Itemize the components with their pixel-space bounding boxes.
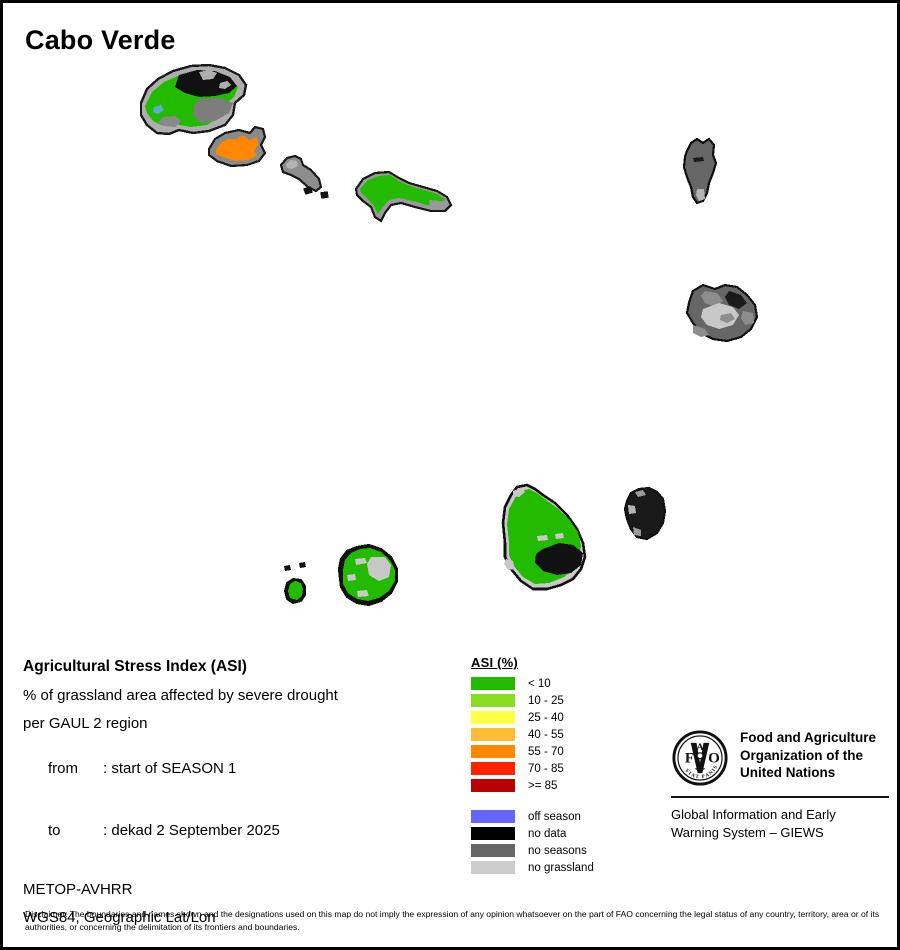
island-santa-luzia [279,154,323,193]
islet-raso [320,191,329,199]
legend-label: no grassland [528,861,594,874]
svg-text:A: A [697,742,705,753]
from-value: : start of SEASON 1 [103,760,237,777]
to-label: to [48,822,61,839]
fao-branding: F A O FIAT PANIS Food and Agriculture Or… [671,729,891,841]
legend-swatch [471,728,515,741]
from-label: from [48,760,79,777]
legend-swatch [471,861,515,874]
legend-label: off season [528,810,581,823]
legend-item: < 10 [471,675,671,692]
island-boa-vista [685,283,759,343]
island-sal [682,137,718,205]
fao-emblem-icon: F A O FIAT PANIS [671,729,729,787]
legend-class-list: < 10 10 - 25 25 - 40 40 - 55 55 - 70 70 - 85 >… [471,675,671,794]
legend-label: 70 - 85 [528,762,564,775]
island-santo-antao [139,63,248,136]
disclaimer: Disclaimer: The boundaries and names sho… [25,909,880,933]
fao-name-line1: Food and Agriculture [740,730,876,745]
legend-special-list: off season no data no seasons no grassland [471,808,671,876]
legend-swatch [471,762,515,775]
legend-title: ASI (%) [471,655,518,670]
to-value: : dekad 2 September 2025 [103,822,280,839]
legend-label: no data [528,827,567,840]
legend-swatch [471,677,515,690]
legend-item: 10 - 25 [471,692,671,709]
fao-organization-name: Food and Agriculture Organization of the… [740,729,876,782]
legend-label: 10 - 25 [528,694,564,707]
island-sao-vicente [207,125,267,168]
info-projection: WGS84, Geographic Lat/Lon [23,909,216,926]
fao-name-line2: Organization of the [740,747,863,763]
legend-label: 55 - 70 [528,745,564,758]
info-period-to: to : dekad 2 September 2025 [23,805,453,856]
info-heading: Agricultural Stress Index (ASI) [23,658,247,675]
legend-item: 40 - 55 [471,726,671,743]
legend-swatch [471,745,515,758]
island-maio [623,486,667,541]
info-spacer [23,867,453,881]
legend-label: 40 - 55 [528,728,564,741]
svg-text:F: F [685,751,694,767]
legend-item: off season [471,808,671,825]
info-period-from: from : start of SEASON 1 [23,743,453,794]
legend-swatch [471,779,515,792]
legend-item: 55 - 70 [471,743,671,760]
legend-gap [471,794,671,808]
legend-label: 25 - 40 [528,711,564,724]
island-brava [283,577,306,605]
giews-line1: Global Information and Early [671,807,836,822]
islet-luis-carneiro [299,562,306,568]
legend-label: < 10 [528,677,551,690]
legend-item: 25 - 40 [471,709,671,726]
fao-divider [671,796,889,798]
legend-swatch [471,711,515,724]
legend-label: no seasons [528,844,587,857]
legend-item: >= 85 [471,777,671,794]
legend-item: 70 - 85 [471,760,671,777]
legend: ASI (%) < 10 10 - 25 25 - 40 40 - 55 55 - 70… [471,655,671,876]
legend-label: >= 85 [528,779,558,792]
islet-branco [303,186,313,195]
giews-line2: Warning System – GIEWS [671,824,824,840]
island-fogo [337,543,399,607]
legend-swatch [471,694,515,707]
fao-logo-row: F A O FIAT PANIS Food and Agriculture Or… [671,729,891,787]
legend-item: no seasons [471,842,671,859]
legend-item: no grassland [471,859,671,876]
islet-cima [284,565,291,571]
page-title: Cabo Verde [25,25,176,55]
svg-text:O: O [708,751,720,767]
legend-item: no data [471,825,671,842]
info-subtitle-line2: per GAUL 2 region [23,715,148,732]
island-sao-nicolau [354,170,453,223]
legend-swatch [471,810,515,823]
legend-swatch [471,827,515,840]
info-subtitle-line1: % of grassland area affected by severe d… [23,687,338,704]
legend-swatch [471,844,515,857]
giews-name: Global Information and Early Warning Sys… [671,806,891,841]
info-sensor: METOP-AVHRR [23,881,133,898]
island-santiago [501,483,587,591]
map-canvas [3,3,897,643]
map-info-block: Agricultural Stress Index (ASI) % of gra… [23,658,453,937]
fao-name-line3: United Nations [740,765,836,781]
